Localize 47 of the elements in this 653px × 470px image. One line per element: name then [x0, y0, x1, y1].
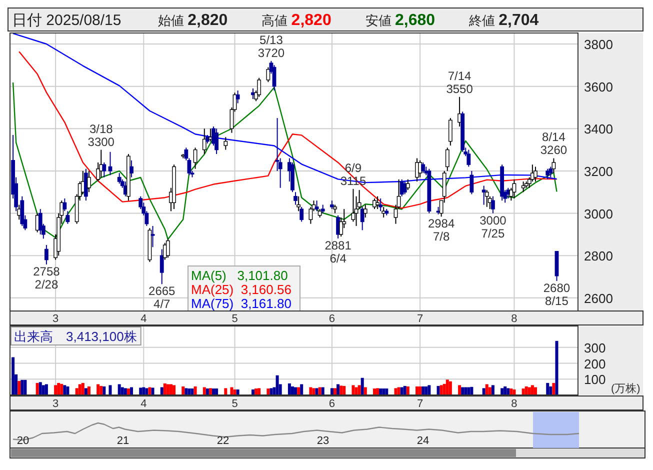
annotation: 3000 7/25 — [480, 213, 507, 240]
text: 安値 2,680 — [365, 12, 436, 29]
x-tick-label: 6 — [328, 398, 336, 410]
x-tick-label: 8 — [511, 398, 518, 410]
chart-title: 日付 2025/08/15 — [12, 12, 122, 29]
x-tick-label: 21 — [116, 435, 130, 447]
y-tick-label: 2600 — [584, 290, 613, 306]
x-tick-label: 3 — [52, 398, 59, 410]
annotation: 2984 7/8 — [428, 216, 455, 244]
y-tick-label: 100 — [584, 372, 606, 388]
x-tick-label: 6 — [328, 313, 336, 325]
y-tick-label: 3800 — [584, 37, 613, 52]
annotation: 5/13 3720 — [258, 32, 285, 60]
annotation: 2680 8/15 — [543, 280, 570, 308]
x-tick-label: 5 — [232, 398, 238, 410]
y-tick-label: 3400 — [584, 122, 613, 137]
x-tick-label: 24 — [416, 435, 430, 447]
x-tick-label: 3 — [52, 313, 59, 325]
y-tick-label: 2800 — [584, 248, 613, 264]
x-tick-label: 7 — [416, 313, 424, 325]
annotation: 2758 2/28 — [33, 264, 60, 292]
y-tick-label: 3200 — [584, 164, 613, 179]
text: 高値 2,820 — [262, 12, 332, 29]
annotation: 8/14 3260 — [540, 130, 568, 158]
annotation: 3/18 3300 — [88, 122, 115, 149]
x-tick-label: 22 — [216, 435, 230, 447]
y-tick-label: 300 — [584, 340, 606, 356]
annotation: 2881 6/4 — [324, 238, 352, 266]
annotation: 2665 4/7 — [148, 284, 176, 312]
y-tick-label: 3000 — [584, 206, 613, 222]
y-axis-title: (万株) — [611, 382, 640, 395]
chart-title: 出来高 3,413,100株 — [14, 329, 137, 344]
x-tick-label: 8 — [511, 313, 518, 325]
text: MA(5) 3,101.80 — [191, 268, 288, 283]
x-tick-label: 4 — [140, 398, 147, 410]
text: 始値 2,820 — [158, 12, 228, 29]
text: MA(25) 3,160.56 — [191, 282, 292, 297]
x-tick-label: 23 — [316, 435, 330, 447]
text: 終値 2,704 — [468, 12, 539, 29]
annotation: 7/14 3550 — [446, 68, 474, 96]
text: MA(75) 3,161.80 — [191, 296, 292, 311]
y-tick-label: 3600 — [584, 79, 613, 94]
x-tick-label: 7 — [416, 398, 424, 410]
x-tick-label: 4 — [140, 313, 147, 325]
x-tick-label: 20 — [16, 435, 30, 447]
y-tick-label: 200 — [584, 356, 606, 372]
x-tick-label: 5 — [232, 313, 238, 325]
